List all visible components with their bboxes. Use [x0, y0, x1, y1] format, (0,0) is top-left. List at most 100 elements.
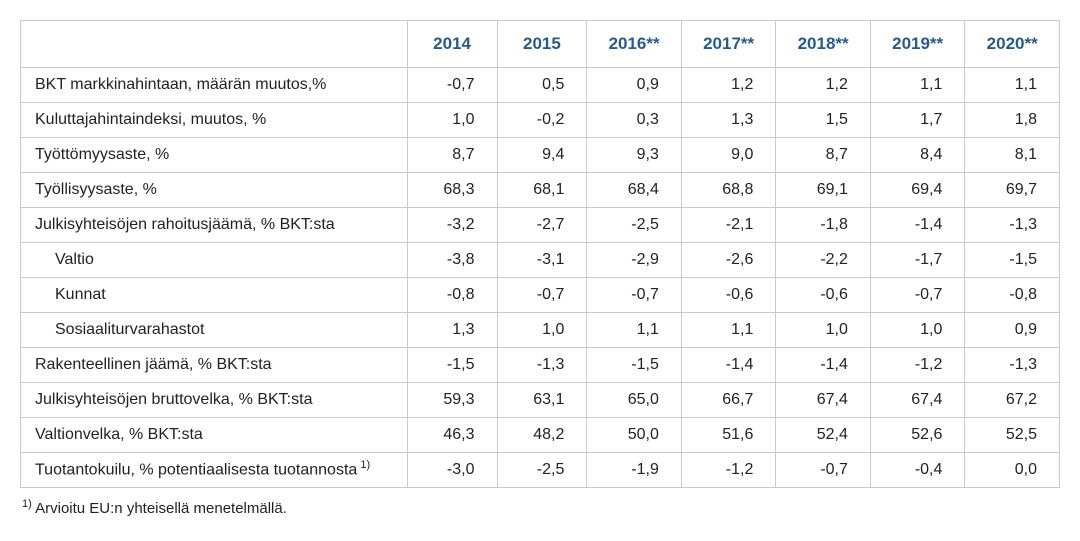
cell-value: -1,3 [497, 348, 587, 383]
cell-value: 1,0 [407, 103, 497, 138]
cell-value: 1,3 [407, 313, 497, 348]
cell-value: 1,5 [776, 103, 871, 138]
row-label: Valtio [21, 243, 408, 278]
cell-value: 69,1 [776, 173, 871, 208]
cell-value: 8,4 [870, 138, 965, 173]
cell-value: 0,9 [587, 68, 682, 103]
cell-value: -3,2 [407, 208, 497, 243]
col-header: 2017** [681, 21, 776, 68]
cell-value: -2,1 [681, 208, 776, 243]
header-blank [21, 21, 408, 68]
cell-value: 68,8 [681, 173, 776, 208]
cell-value: 0,0 [965, 453, 1060, 488]
table-row: Kuluttajahintaindeksi, muutos, %1,0-0,20… [21, 103, 1060, 138]
cell-value: 9,0 [681, 138, 776, 173]
cell-value: 67,2 [965, 383, 1060, 418]
cell-value: -2,5 [497, 453, 587, 488]
cell-value: 0,3 [587, 103, 682, 138]
table-row: Valtionvelka, % BKT:sta46,348,250,051,65… [21, 418, 1060, 453]
cell-value: -3,0 [407, 453, 497, 488]
table-row: BKT markkinahintaan, määrän muutos,%-0,7… [21, 68, 1060, 103]
cell-value: -0,7 [587, 278, 682, 313]
cell-value: 1,2 [681, 68, 776, 103]
table-row: Valtio-3,8-3,1-2,9-2,6-2,2-1,7-1,5 [21, 243, 1060, 278]
cell-value: 8,7 [776, 138, 871, 173]
footnote-text: Arvioitu EU:n yhteisellä menetelmällä. [32, 500, 287, 517]
table-row: Julkisyhteisöjen bruttovelka, % BKT:sta5… [21, 383, 1060, 418]
row-label: Valtionvelka, % BKT:sta [21, 418, 408, 453]
row-label: Sosiaaliturvarahastot [21, 313, 408, 348]
cell-value: 1,0 [776, 313, 871, 348]
row-label: Kunnat [21, 278, 408, 313]
cell-value: 68,3 [407, 173, 497, 208]
col-header: 2018** [776, 21, 871, 68]
cell-value: 46,3 [407, 418, 497, 453]
cell-value: 0,9 [965, 313, 1060, 348]
cell-value: 52,6 [870, 418, 965, 453]
cell-value: -1,5 [587, 348, 682, 383]
cell-value: -1,5 [965, 243, 1060, 278]
cell-value: 9,4 [497, 138, 587, 173]
cell-value: 1,1 [587, 313, 682, 348]
cell-value: -0,7 [870, 278, 965, 313]
cell-value: 1,1 [681, 313, 776, 348]
cell-value: -2,7 [497, 208, 587, 243]
cell-value: -1,5 [407, 348, 497, 383]
footnote-marker: 1) [22, 498, 32, 510]
cell-value: -0,7 [776, 453, 871, 488]
cell-value: 1,3 [681, 103, 776, 138]
cell-value: -1,4 [681, 348, 776, 383]
col-header: 2019** [870, 21, 965, 68]
col-header: 2015 [497, 21, 587, 68]
cell-value: 9,3 [587, 138, 682, 173]
cell-value: 68,1 [497, 173, 587, 208]
economic-indicators-table: 2014 2015 2016** 2017** 2018** 2019** 20… [20, 20, 1060, 488]
cell-value: -1,2 [681, 453, 776, 488]
table-row: Rakenteellinen jäämä, % BKT:sta-1,5-1,3-… [21, 348, 1060, 383]
row-label: Julkisyhteisöjen bruttovelka, % BKT:sta [21, 383, 408, 418]
cell-value: -0,2 [497, 103, 587, 138]
cell-value: -1,9 [587, 453, 682, 488]
cell-value: -1,3 [965, 348, 1060, 383]
row-label: Rakenteellinen jäämä, % BKT:sta [21, 348, 408, 383]
cell-value: -0,7 [497, 278, 587, 313]
cell-value: -1,8 [776, 208, 871, 243]
cell-value: -1,2 [870, 348, 965, 383]
cell-value: 1,1 [870, 68, 965, 103]
cell-value: 67,4 [870, 383, 965, 418]
table-row: Työttömyysaste, %8,79,49,39,08,78,48,1 [21, 138, 1060, 173]
table-row: Julkisyhteisöjen rahoitusjäämä, % BKT:st… [21, 208, 1060, 243]
cell-value: 48,2 [497, 418, 587, 453]
cell-value: -0,7 [407, 68, 497, 103]
table-row: Tuotantokuilu, % potentiaalisesta tuotan… [21, 453, 1060, 488]
cell-value: -0,4 [870, 453, 965, 488]
cell-value: -0,8 [407, 278, 497, 313]
table-row: Kunnat-0,8-0,7-0,7-0,6-0,6-0,7-0,8 [21, 278, 1060, 313]
cell-value: 59,3 [407, 383, 497, 418]
cell-value: -2,9 [587, 243, 682, 278]
col-header: 2014 [407, 21, 497, 68]
cell-value: 66,7 [681, 383, 776, 418]
row-label: Kuluttajahintaindeksi, muutos, % [21, 103, 408, 138]
col-header: 2016** [587, 21, 682, 68]
cell-value: -3,1 [497, 243, 587, 278]
cell-value: 52,4 [776, 418, 871, 453]
cell-value: -2,2 [776, 243, 871, 278]
col-header: 2020** [965, 21, 1060, 68]
row-label: Työttömyysaste, % [21, 138, 408, 173]
cell-value: 50,0 [587, 418, 682, 453]
cell-value: 8,7 [407, 138, 497, 173]
table-row: Sosiaaliturvarahastot1,31,01,11,11,01,00… [21, 313, 1060, 348]
header-row: 2014 2015 2016** 2017** 2018** 2019** 20… [21, 21, 1060, 68]
cell-value: 68,4 [587, 173, 682, 208]
row-label-sup: 1) [357, 459, 370, 471]
cell-value: -1,7 [870, 243, 965, 278]
cell-value: 1,8 [965, 103, 1060, 138]
cell-value: 65,0 [587, 383, 682, 418]
footnote: 1) Arvioitu EU:n yhteisellä menetelmällä… [20, 498, 1060, 517]
cell-value: -1,4 [776, 348, 871, 383]
cell-value: -0,6 [776, 278, 871, 313]
cell-value: 1,2 [776, 68, 871, 103]
cell-value: 69,7 [965, 173, 1060, 208]
cell-value: 1,7 [870, 103, 965, 138]
